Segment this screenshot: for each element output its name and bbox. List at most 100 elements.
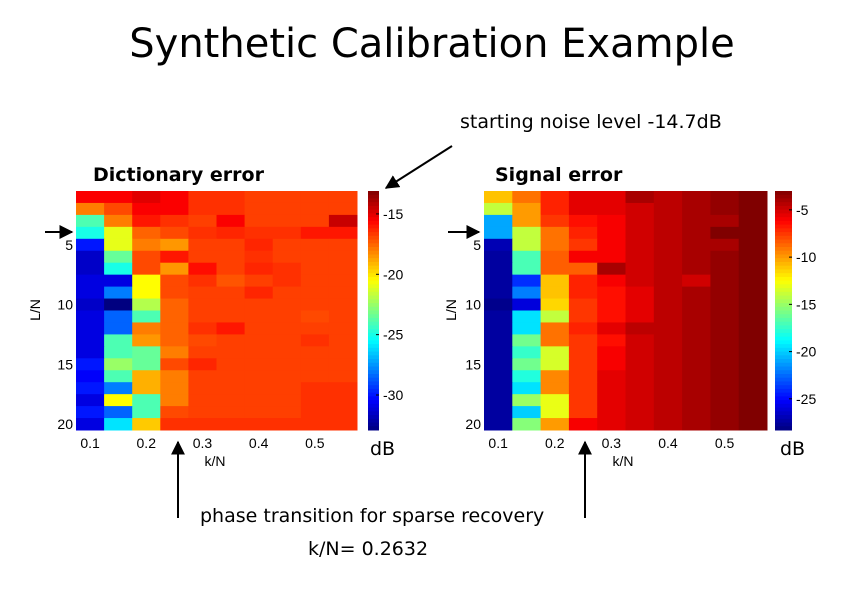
colorbar-segment bbox=[368, 191, 379, 196]
colorbar-segment bbox=[368, 220, 379, 226]
colorbar-segment bbox=[775, 344, 792, 349]
heatmap-cell bbox=[160, 418, 189, 431]
heatmap-cell bbox=[104, 370, 133, 383]
heatmap-cell bbox=[328, 202, 358, 216]
y-tick-label: 20 bbox=[465, 416, 481, 432]
colorbar-segment bbox=[368, 247, 379, 252]
heatmap-cell bbox=[540, 382, 570, 395]
y-tick-label: 10 bbox=[465, 297, 481, 313]
colorbar-segment bbox=[368, 205, 379, 211]
heatmap-cell bbox=[738, 406, 768, 419]
colorbar-segment bbox=[368, 314, 379, 319]
colorbar-segment bbox=[775, 422, 792, 427]
colorbar-segment bbox=[775, 321, 792, 326]
colorbar-segment bbox=[775, 235, 792, 241]
heatmap-cell bbox=[710, 262, 740, 276]
heatmap-cell bbox=[738, 394, 768, 407]
heatmap-cell bbox=[300, 406, 330, 419]
heatmap-cell bbox=[568, 334, 598, 347]
colorbar-segment bbox=[368, 288, 379, 293]
colorbar-segment bbox=[368, 239, 379, 244]
heatmap-cell bbox=[300, 250, 330, 264]
colorbar-segment bbox=[368, 355, 379, 360]
colorbar-segment bbox=[775, 381, 792, 386]
colorbar-segment bbox=[368, 299, 379, 304]
heatmap-cell bbox=[568, 418, 598, 431]
heatmap-cell bbox=[216, 382, 246, 395]
heatmap-cell bbox=[188, 418, 217, 431]
heatmap-cell bbox=[484, 286, 513, 300]
heatmap-cell bbox=[484, 358, 513, 371]
colorbar-segment bbox=[775, 362, 792, 368]
heatmap-cell bbox=[244, 298, 274, 311]
heatmap-cell bbox=[484, 298, 513, 311]
colorbar-segment bbox=[368, 213, 379, 218]
heatmap-cell bbox=[132, 202, 161, 216]
colorbar-segment bbox=[775, 411, 792, 416]
heatmap-cell bbox=[188, 358, 217, 371]
heatmap-cell bbox=[188, 382, 217, 395]
colorbar-segment bbox=[775, 205, 792, 211]
heatmap-cell bbox=[76, 382, 105, 395]
colorbar-segment bbox=[368, 403, 379, 409]
heatmap-cell bbox=[682, 310, 711, 323]
heatmap-cell bbox=[76, 250, 105, 264]
heatmap-cell bbox=[244, 394, 274, 407]
colorbar-segment bbox=[775, 325, 792, 330]
heatmap-cell bbox=[653, 202, 683, 216]
colorbar-segment bbox=[775, 355, 792, 360]
heatmap-cell bbox=[710, 214, 740, 228]
heatmap-cell bbox=[512, 262, 542, 276]
heatmap-cell bbox=[272, 191, 302, 204]
heatmap-cell bbox=[188, 370, 217, 383]
x-tick-label: 0.2 bbox=[545, 435, 565, 451]
chart-title: Signal error bbox=[495, 164, 623, 186]
heatmap-cell bbox=[738, 334, 768, 347]
colorbar-segment bbox=[368, 295, 379, 300]
heatmap-cell bbox=[160, 298, 189, 311]
heatmap-cell bbox=[104, 418, 133, 431]
heatmap-cell bbox=[484, 191, 513, 204]
colorbar-segment bbox=[775, 396, 792, 401]
heatmap-cell bbox=[300, 238, 330, 252]
heatmap-cell bbox=[272, 346, 302, 359]
heatmap-cell bbox=[104, 226, 133, 240]
colorbar-tick-label: -15 bbox=[383, 206, 403, 222]
heatmap-cell bbox=[484, 238, 513, 252]
heatmap-cell bbox=[738, 286, 768, 300]
x-tick-label: 0.2 bbox=[137, 435, 157, 451]
colorbar-segment bbox=[368, 202, 379, 207]
colorbar-segment bbox=[368, 317, 379, 323]
heatmap-cell bbox=[216, 406, 246, 419]
heatmap-cell bbox=[76, 346, 105, 359]
colorbar-segment bbox=[775, 299, 792, 304]
colorbar-segment bbox=[775, 273, 792, 278]
heatmap-cell bbox=[244, 382, 274, 395]
colorbar-segment bbox=[775, 213, 792, 218]
heatmap-cell bbox=[597, 394, 626, 407]
heatmap-cell bbox=[104, 286, 133, 300]
colorbar-label: dB bbox=[370, 438, 395, 460]
colorbar-segment bbox=[368, 344, 379, 349]
heatmap-cell bbox=[597, 298, 626, 311]
heatmap-cell bbox=[568, 346, 598, 359]
heatmap-cell bbox=[484, 418, 513, 431]
heatmap-cell bbox=[104, 382, 133, 395]
heatmap-cell bbox=[682, 418, 711, 431]
colorbar-segment bbox=[368, 243, 379, 248]
heatmap-cell bbox=[272, 382, 302, 395]
heatmap-cell bbox=[216, 226, 246, 240]
heatmap-cell bbox=[540, 226, 570, 240]
heatmap-cell bbox=[540, 310, 570, 323]
heatmap-cell bbox=[512, 202, 542, 216]
colorbar-segment bbox=[368, 400, 379, 405]
heatmap-cell bbox=[540, 274, 570, 288]
heatmap-cell bbox=[244, 191, 274, 204]
colorbar-segment bbox=[368, 415, 379, 420]
colorbar-segment bbox=[368, 396, 379, 401]
heatmap-cell bbox=[76, 394, 105, 407]
colorbar-segment bbox=[775, 243, 792, 248]
heatmap-cell bbox=[653, 298, 683, 311]
heatmap-cell bbox=[484, 322, 513, 335]
heatmap-cell bbox=[160, 322, 189, 335]
